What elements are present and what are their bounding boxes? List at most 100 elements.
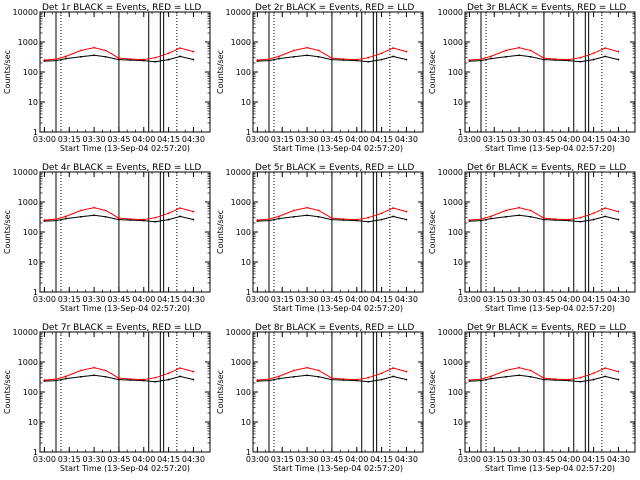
data-point-events <box>529 55 532 58</box>
data-point-lld <box>355 58 358 61</box>
panel-9: Det 9r BLACK = Events, RED = LLD 1 10 100 10… <box>428 323 636 473</box>
y-tick-label: 10000 <box>226 168 251 177</box>
data-point-lld <box>468 59 471 61</box>
data-point-lld <box>504 49 507 52</box>
data-point-lld <box>129 58 132 60</box>
panel-title: Det 8r BLACK = Events, RED = LLD <box>255 323 414 333</box>
data-point-events <box>405 218 408 221</box>
data-point-events <box>167 378 170 381</box>
data-point-events <box>405 378 408 381</box>
data-point-events <box>118 218 120 221</box>
data-point-lld <box>355 378 358 381</box>
data-point-lld <box>154 376 157 379</box>
data-point-lld <box>331 377 333 380</box>
data-point-lld <box>179 367 182 369</box>
data-point-lld <box>579 56 582 59</box>
data-point-events <box>480 219 482 222</box>
panel-7: Det 7r BLACK = Events, RED = LLD 1 10 100 10… <box>3 323 211 473</box>
data-point-events <box>380 58 383 61</box>
data-point-lld <box>129 218 132 220</box>
data-point-lld <box>93 46 95 49</box>
data-point-lld <box>554 58 557 60</box>
data-point-lld <box>43 379 46 381</box>
y-tick-label: 100 <box>23 228 38 237</box>
data-point-lld <box>278 375 280 378</box>
x-tick-label: 03:45 <box>320 455 343 464</box>
data-point-events <box>65 377 67 380</box>
x-tick-label: 04:15 <box>582 295 605 304</box>
data-point-lld <box>142 58 145 61</box>
data-point-events <box>55 379 57 382</box>
plot-frame <box>252 11 424 133</box>
y-tick-label: 1000 <box>18 358 38 367</box>
data-point-events <box>118 58 120 61</box>
x-tick-label: 04:15 <box>370 295 393 304</box>
data-point-lld <box>529 209 532 212</box>
data-point-lld <box>154 216 157 219</box>
data-point-events <box>604 375 607 378</box>
x-tick-label: 03:15 <box>271 135 294 144</box>
data-point-events <box>167 218 170 221</box>
panel-5: Det 5r BLACK = Events, RED = LLD 1 10 100 10… <box>216 163 424 313</box>
y-tick-label: 1 <box>246 448 251 457</box>
x-axis-label: Start Time (13-Sep-04 02:57:20) <box>273 304 403 313</box>
y-tick-label: 10 <box>453 98 463 107</box>
data-point-lld <box>392 207 395 209</box>
data-point-lld <box>480 58 482 60</box>
data-point-lld <box>167 372 170 375</box>
y-tick-label: 10000 <box>13 8 38 17</box>
x-tick-label: 03:30 <box>508 455 531 464</box>
y-tick-label: 1000 <box>18 198 38 207</box>
data-point-lld <box>529 49 532 52</box>
y-tick-label: 100 <box>448 228 463 237</box>
x-tick-label: 04:00 <box>345 135 368 144</box>
y-tick-label: 10 <box>28 418 38 427</box>
y-axis-label: Counts/sec <box>428 210 437 254</box>
y-tick-label: 1000 <box>443 358 463 367</box>
data-point-events <box>93 214 95 217</box>
data-point-lld <box>367 56 370 59</box>
data-point-lld <box>331 57 333 60</box>
plot-frame <box>464 11 636 133</box>
y-tick-label: 10000 <box>438 328 463 337</box>
y-axis-label: Counts/sec <box>3 210 12 254</box>
data-point-lld <box>278 55 280 58</box>
data-point-lld <box>480 378 482 380</box>
y-tick-label: 10000 <box>226 8 251 17</box>
panel-title: Det 7r BLACK = Events, RED = LLD <box>42 323 201 333</box>
data-point-events <box>278 57 280 60</box>
x-tick-label: 04:30 <box>182 295 205 304</box>
plot-frame <box>252 171 424 293</box>
x-tick-label: 04:30 <box>182 455 205 464</box>
data-point-events <box>306 374 308 377</box>
y-tick-label: 10000 <box>438 8 463 17</box>
data-point-events <box>529 375 532 378</box>
y-tick-label: 1 <box>246 128 251 137</box>
data-point-events <box>392 215 395 218</box>
x-tick-label: 03:15 <box>58 455 81 464</box>
x-tick-label: 03:30 <box>83 135 106 144</box>
data-point-lld <box>543 57 545 60</box>
data-point-lld <box>567 378 570 381</box>
data-point-lld <box>104 209 107 212</box>
data-point-lld <box>468 219 471 221</box>
data-point-lld <box>592 212 595 215</box>
data-point-events <box>367 380 370 383</box>
plot-frame <box>464 171 636 293</box>
data-point-lld <box>592 372 595 375</box>
data-point-lld <box>118 217 120 220</box>
data-point-lld <box>268 218 270 220</box>
data-point-lld <box>306 206 308 209</box>
y-tick-label: 1000 <box>443 38 463 47</box>
data-point-events <box>118 378 120 381</box>
x-tick-label: 03:15 <box>271 295 294 304</box>
x-tick-label: 04:30 <box>607 135 630 144</box>
x-tick-label: 04:30 <box>182 135 205 144</box>
x-tick-label: 03:15 <box>483 455 506 464</box>
data-point-events <box>292 215 295 218</box>
x-tick-label: 04:15 <box>582 455 605 464</box>
data-point-events <box>79 215 82 218</box>
data-point-events <box>65 217 67 220</box>
data-point-events <box>268 219 270 222</box>
